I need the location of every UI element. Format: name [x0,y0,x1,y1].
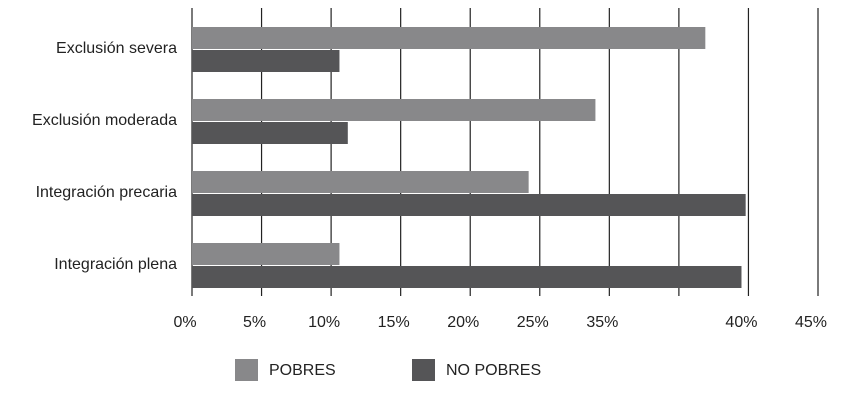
y-tick-label: Exclusión moderada [32,112,177,129]
bar [192,171,529,193]
legend-label: NO POBRES [446,362,541,379]
y-tick-label: Integración precaria [36,184,178,201]
bar [192,266,742,288]
legend-swatch [235,359,258,381]
x-tick-label: 0% [173,314,196,331]
y-tick-label: Integración plena [54,256,177,273]
x-tick-label: 20% [447,314,479,331]
x-tick-label: 40% [725,314,757,331]
bar [192,122,348,144]
x-tick-label: 15% [378,314,410,331]
x-tick-label: 25% [517,314,549,331]
x-tick-label: 35% [586,314,618,331]
y-tick-label: Exclusión severa [56,40,177,57]
x-tick-label: 5% [243,314,266,331]
legend-label: POBRES [269,362,336,379]
bar [192,99,596,121]
x-tick-label: 10% [308,314,340,331]
x-tick-label: 45% [795,314,827,331]
bar [192,50,340,72]
legend-swatch [412,359,435,381]
bar [192,194,746,216]
bar [192,27,706,49]
bar [192,243,340,265]
